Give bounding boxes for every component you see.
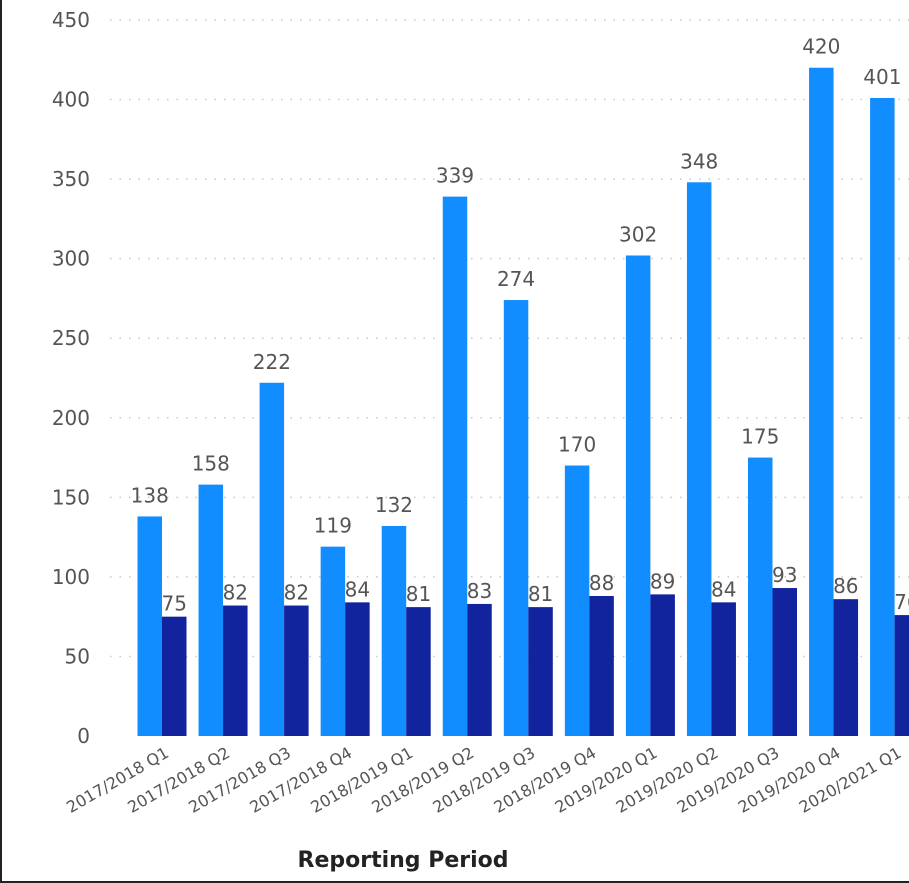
y-tick-label: 50 [65,644,90,668]
y-tick-label: 100 [52,565,90,589]
y-tick-label: 300 [52,247,90,271]
bar-series-2 [772,588,797,736]
data-label: 401 [863,65,901,89]
y-tick-label: 0 [77,724,90,748]
data-label: 170 [558,433,596,457]
data-label: 81 [528,582,553,606]
bar-series-2 [650,594,675,736]
y-tick-label: 250 [52,326,90,350]
bar-series-1 [748,457,773,736]
x-tick-label: 2017/2018 Q1 [63,743,172,817]
data-label: 222 [253,350,291,374]
data-label: 420 [802,35,840,59]
bar-series-2 [894,615,909,736]
bar-series-1 [320,546,346,736]
data-label: 175 [741,425,779,449]
data-label: 75 [162,592,187,616]
y-tick-label: 400 [52,88,90,112]
bar-series-1 [686,182,712,736]
data-label: 339 [436,164,474,188]
data-label: 89 [650,569,675,593]
bar-series-2 [711,602,736,736]
x-tick-label: 2018/2019 Q4 [491,743,600,817]
y-tick-label: 450 [52,8,90,32]
bar-series-1 [503,300,529,736]
bar-series-2 [528,607,553,736]
bar-series-2 [162,616,187,736]
bar-series-1 [198,484,224,736]
data-label: 302 [619,222,657,246]
data-label: 84 [711,577,736,601]
data-label: 76 [894,590,909,614]
bar-series-2 [284,605,309,736]
bar-series-1 [381,525,407,736]
x-tick-label: 2018/2019 Q1 [307,743,416,817]
data-label: 119 [314,514,352,538]
y-tick-label: 200 [52,406,90,430]
data-label: 274 [497,267,535,291]
data-label: 93 [772,563,797,587]
bar-series-2 [589,595,614,736]
data-label: 83 [467,579,492,603]
x-tick-label: 2019/2020 Q2 [613,743,722,817]
bar-series-2 [223,605,248,736]
data-label: 82 [223,581,248,605]
data-label: 88 [589,571,614,595]
bar-series-1 [809,67,834,736]
x-axis-title: Reporting Period [298,848,509,873]
bar-series-2 [467,603,492,736]
bar-series-1 [259,382,285,736]
bar-series-1 [625,255,651,737]
bar-series-1 [137,516,162,736]
x-tick-label: 2017/2018 Q2 [124,743,233,817]
x-tick-label: 2018/2019 Q3 [429,743,538,817]
x-tick-label: 2017/2018 Q4 [246,743,355,817]
x-tick-label: 2018/2019 Q2 [368,743,477,817]
data-label: 81 [406,582,431,606]
data-label: 348 [680,149,718,173]
bars [137,67,909,737]
data-label: 84 [345,577,370,601]
bar-series-1 [564,465,590,736]
data-labels: 138 75 158 82 222 82 119 84 132 81 339 83 274 81 170 88… [131,35,909,616]
data-label: 86 [833,574,858,598]
x-tick-label: 2019/2020 Q4 [735,743,844,817]
x-tick-label: 2019/2020 Q1 [552,743,661,817]
x-tick-label: 2017/2018 Q3 [185,743,294,817]
bar-series-2 [345,602,370,736]
data-label: 132 [375,493,413,517]
x-tick-label: 2019/2020 Q3 [674,743,783,817]
y-tick-label: 350 [52,167,90,191]
x-tick-label: 2020/2021 Q1 [796,743,905,817]
bar-series-2 [406,607,431,736]
data-label: 82 [284,581,309,605]
data-label: 138 [131,483,169,507]
data-label: 158 [192,452,230,476]
bar-series-2 [833,599,859,736]
bar-series-1 [870,97,895,736]
bar-series-1 [442,196,468,736]
y-axis-ticks: 0 50 100 150 200 250 300 350 400 450 [52,8,90,748]
y-tick-label: 150 [52,485,90,509]
